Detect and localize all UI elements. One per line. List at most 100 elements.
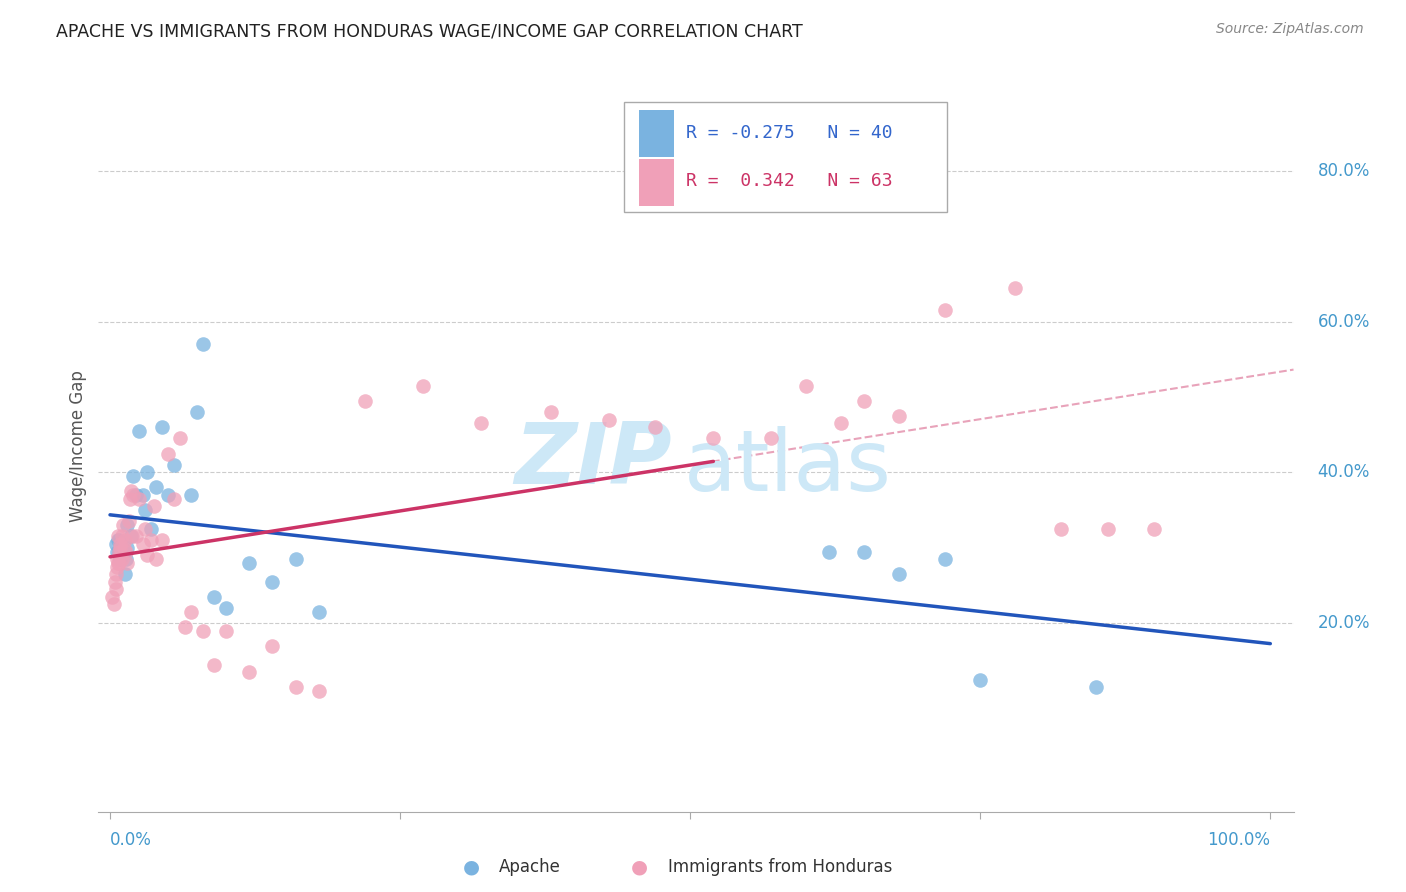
Point [111,549,134,563]
Text: 40.0%: 40.0% [1317,463,1369,482]
Point [215,624,238,638]
Point [470,417,492,431]
Point [1097,522,1119,536]
Point [128,424,150,438]
Text: APACHE VS IMMIGRANTS FROM HONDURAS WAGE/INCOME GAP CORRELATION CHART: APACHE VS IMMIGRANTS FROM HONDURAS WAGE/… [56,22,803,40]
Point [103,598,125,612]
Point [128,491,150,506]
Text: Immigrants from Honduras: Immigrants from Honduras [668,858,893,876]
Point [105,559,128,574]
Text: 20.0%: 20.0% [1317,615,1369,632]
Point [934,303,956,318]
Point [107,533,129,548]
Point [598,412,620,426]
Point [110,541,132,555]
Point [934,552,956,566]
Point [117,515,139,529]
Point [969,673,991,687]
Point [169,432,191,446]
Point [111,529,134,543]
Point [163,491,186,506]
Text: Apache: Apache [499,858,561,876]
Point [887,567,910,582]
Point [238,556,260,570]
Point [157,488,180,502]
Point [104,582,127,597]
Point [136,549,159,563]
Point [112,544,135,558]
Point [117,518,139,533]
Point [107,529,129,543]
Point [150,533,173,548]
Text: 60.0%: 60.0% [1317,312,1369,331]
Point [157,446,180,460]
Point [143,500,166,514]
Point [108,556,131,570]
Point [122,488,145,502]
Point [145,480,167,494]
Point [204,657,226,672]
Point [105,552,128,566]
Point [354,393,377,408]
Point [1143,522,1166,536]
Point [111,518,134,533]
Point [215,601,238,615]
Point [139,522,162,536]
Point [887,409,910,423]
Text: ZIP: ZIP [515,419,672,502]
Point [108,544,131,558]
Point [1004,280,1026,294]
Point [644,420,666,434]
FancyBboxPatch shape [638,159,675,206]
Point [191,624,214,638]
FancyBboxPatch shape [624,103,946,212]
Point [191,337,214,351]
Point [1050,522,1073,536]
Point [110,537,132,551]
Point [111,552,134,566]
Point [114,567,136,582]
Point [104,567,127,582]
Text: atlas: atlas [685,426,891,509]
Point [204,590,226,604]
Point [702,432,724,446]
Point [818,544,841,558]
Point [105,544,128,558]
Point [794,378,817,392]
Point [145,552,167,566]
Point [139,533,162,548]
Point [117,556,139,570]
Text: R = -0.275   N = 40: R = -0.275 N = 40 [686,124,893,142]
Text: ●: ● [631,857,648,877]
Point [308,605,330,619]
Text: ●: ● [463,857,479,877]
Text: 0.0%: 0.0% [110,830,152,848]
Point [163,458,186,472]
Point [117,541,139,555]
Point [131,537,153,551]
Point [120,484,142,499]
Point [540,405,562,419]
Point [853,544,876,558]
Point [830,417,852,431]
Point [124,488,146,502]
Point [111,541,134,555]
Point [761,432,783,446]
Text: 80.0%: 80.0% [1317,161,1369,180]
Point [114,533,136,548]
Point [107,556,129,570]
Point [110,552,132,566]
Point [121,529,143,543]
Text: R =  0.342   N = 63: R = 0.342 N = 63 [686,172,893,190]
Point [186,405,208,419]
Point [118,491,141,506]
Point [1085,681,1108,695]
Point [131,488,153,502]
Point [112,541,135,555]
Point [115,544,138,558]
FancyBboxPatch shape [638,110,675,157]
Point [134,522,156,536]
Point [853,393,876,408]
Point [180,605,202,619]
Point [262,574,284,589]
